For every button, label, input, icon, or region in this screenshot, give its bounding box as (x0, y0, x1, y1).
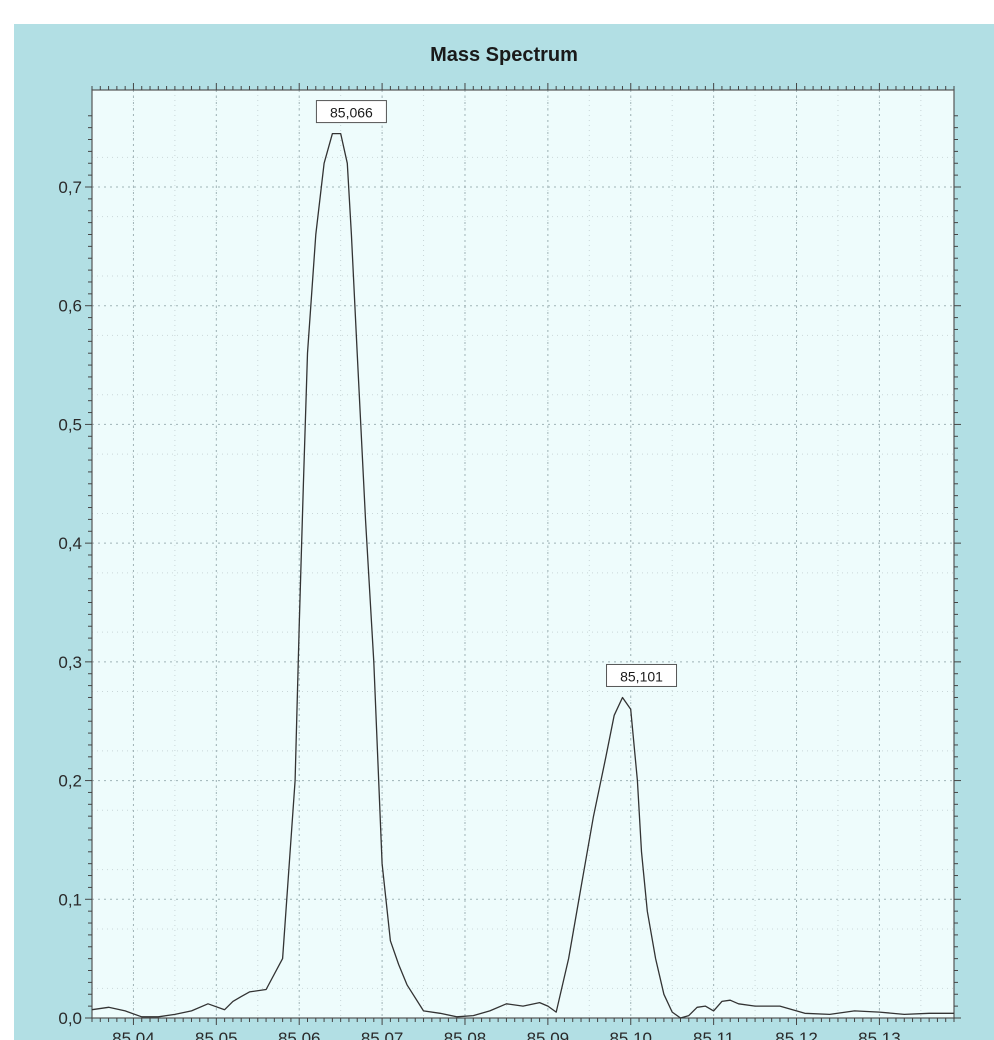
y-tick-label: 0,6 (58, 297, 82, 316)
chart-title: Mass Spectrum (430, 44, 578, 66)
x-tick-label: 85,11 (693, 1029, 734, 1040)
x-tick-label: 85,07 (361, 1029, 404, 1040)
plot-area (92, 90, 954, 1018)
y-tick-label: 0,3 (58, 653, 82, 672)
x-tick-label: 85,12 (775, 1029, 818, 1040)
x-tick-label: 85,10 (609, 1029, 652, 1040)
x-tick-label: 85,05 (195, 1029, 238, 1040)
y-tick-label: 0,2 (58, 772, 82, 791)
peak-label-box (315, 100, 387, 124)
peak-label: 85,101 (620, 668, 663, 684)
spectrum-line (91, 132, 954, 1019)
y-tick-label: 0,4 (58, 534, 82, 553)
y-tick-label: 0,0 (58, 1009, 82, 1028)
chart-svg: 0,0 0,1 0,2 0,3 0,4 0,5 0,6 0,7 85,04 85,05 85,06 8… (58, 83, 961, 1040)
y-tick-label: 0,1 (58, 890, 82, 909)
x-tick-label: 85,09 (527, 1029, 570, 1040)
peak-label: 85,066 (330, 105, 373, 121)
x-tick-label: 85,13 (858, 1029, 901, 1040)
x-tick-label: 85,08 (444, 1029, 487, 1040)
chart-frame: Mass Spectrum 0,0 0,1 0,2 0,3 0,4 0,5 0,6 0,7 85… (14, 24, 994, 1040)
x-tick-label: 85,04 (112, 1029, 155, 1040)
y-tick-label: 0,7 (58, 178, 82, 197)
x-tick-label: 85,06 (278, 1029, 321, 1040)
peak-label-box (606, 663, 678, 687)
y-tick-label: 0,5 (58, 415, 82, 434)
